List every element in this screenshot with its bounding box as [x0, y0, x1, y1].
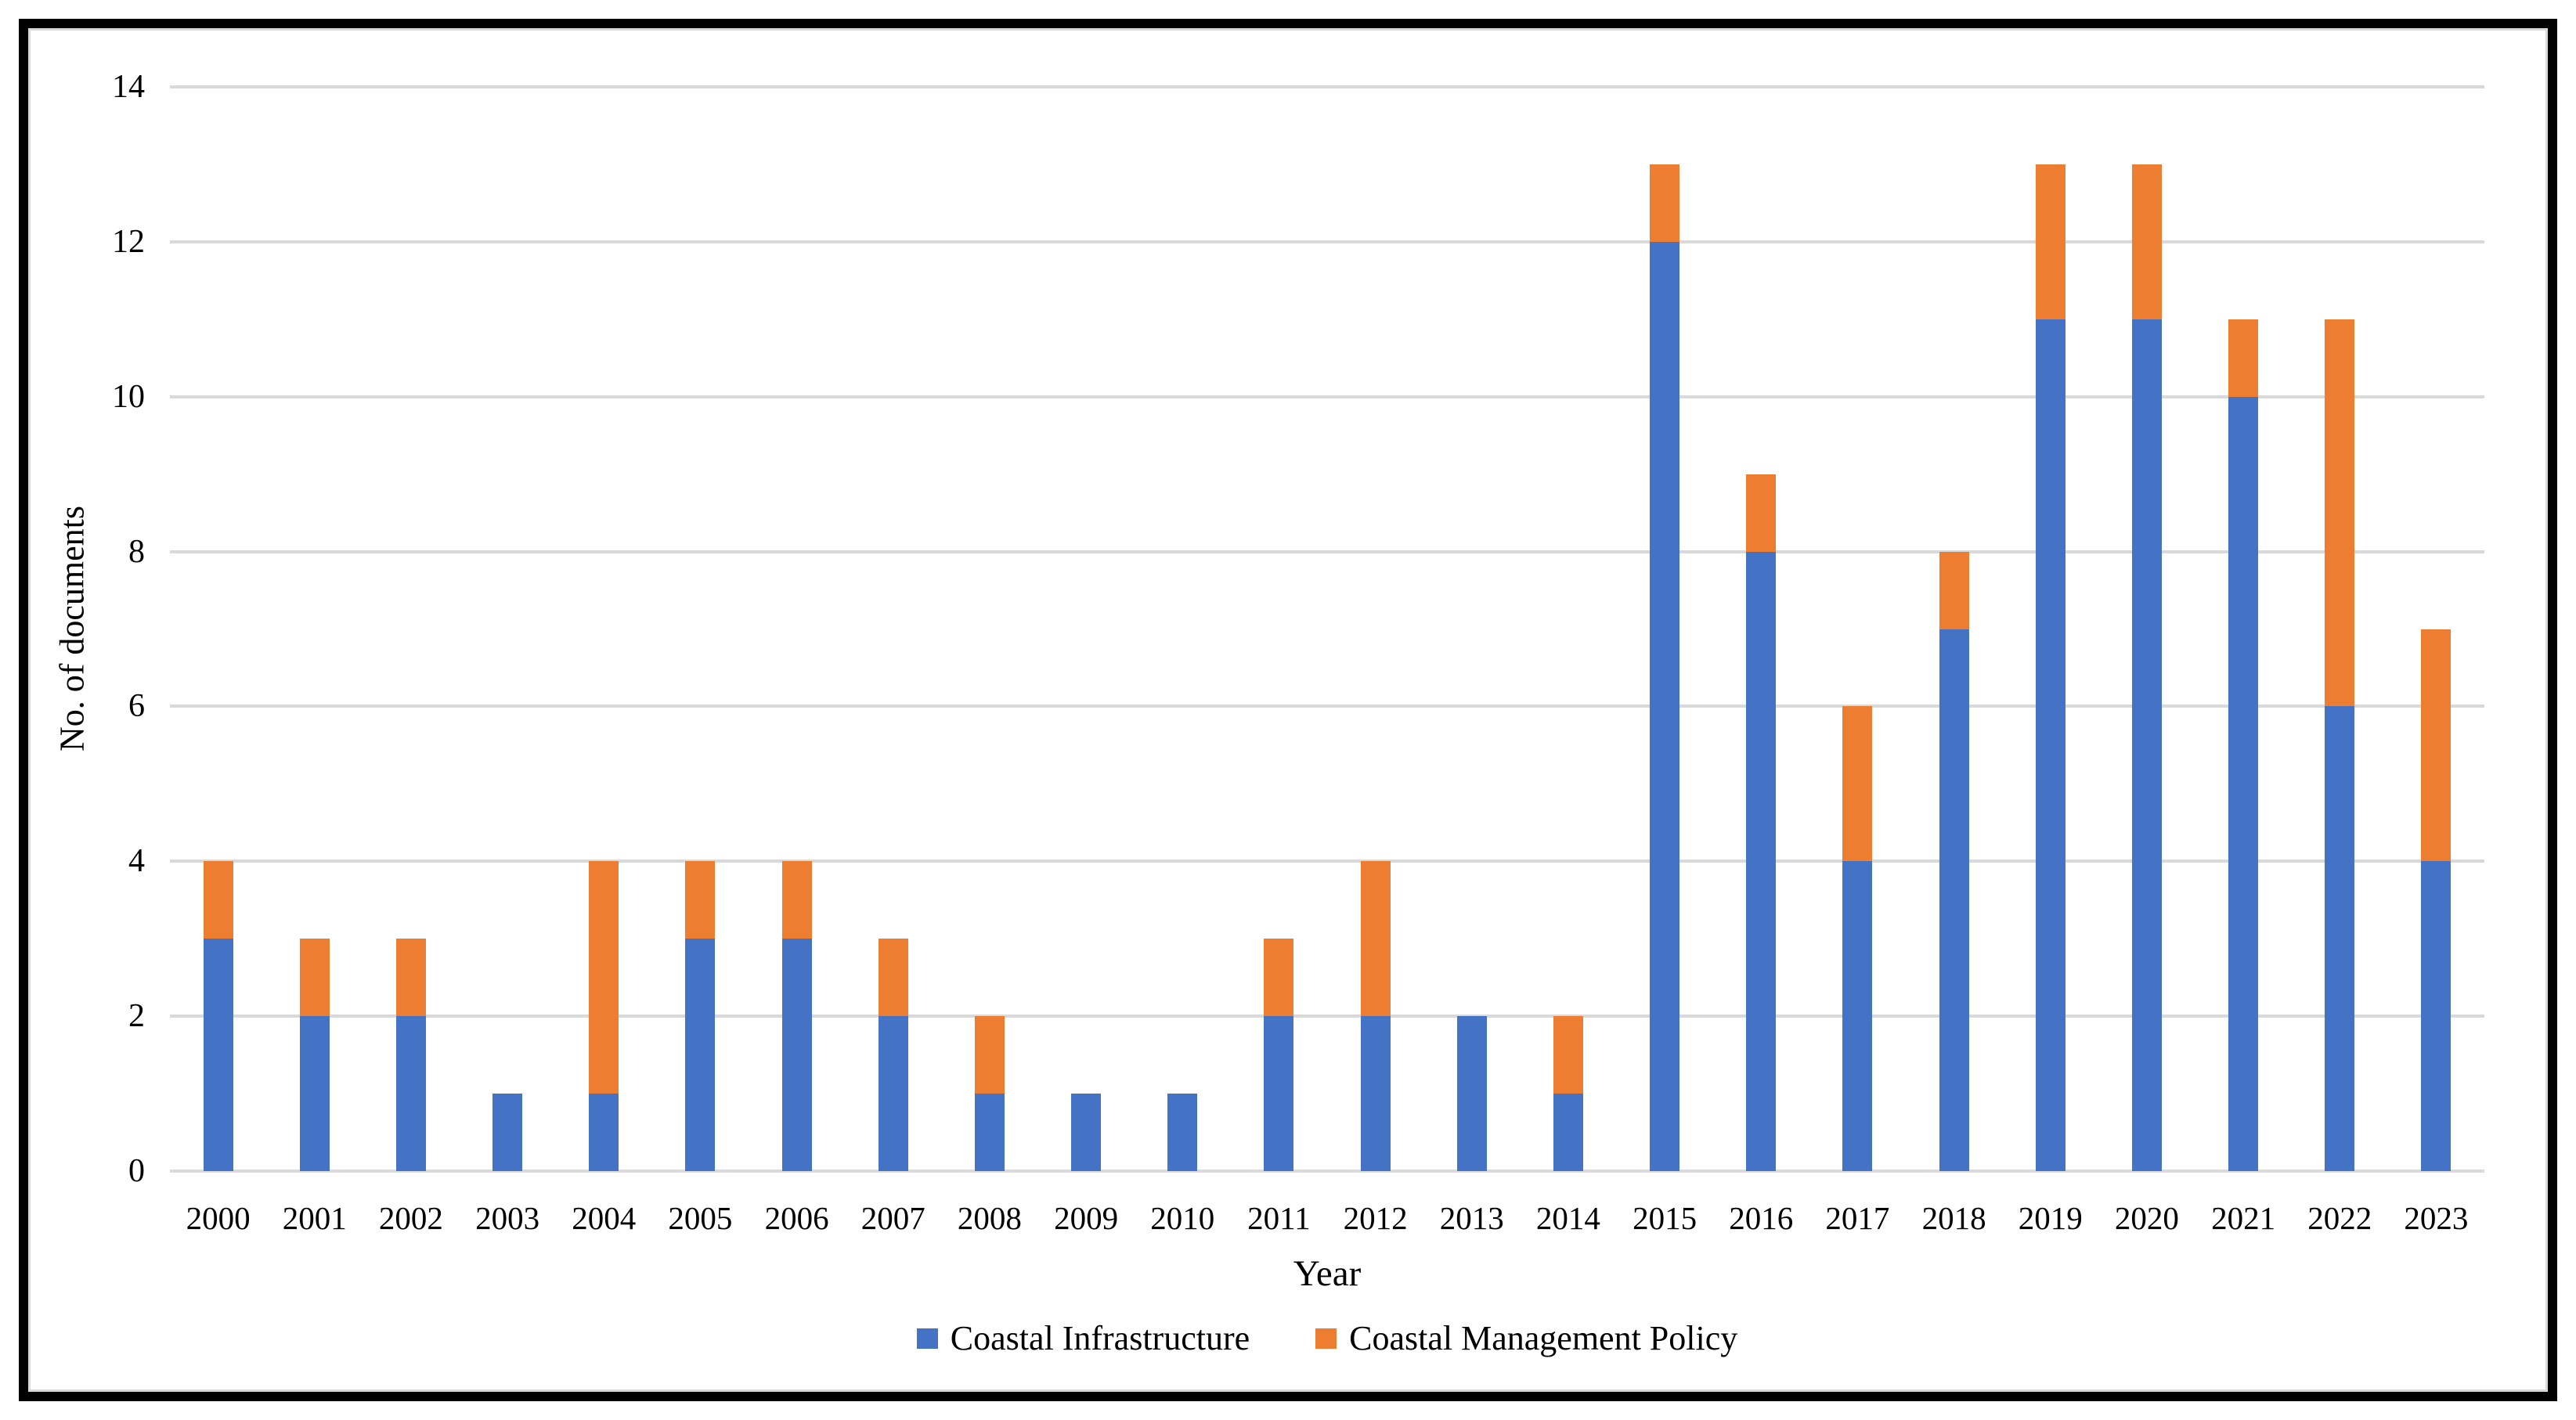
x-axis-tick-label: 2019	[2018, 1200, 2083, 1236]
gridline	[170, 395, 2484, 398]
x-axis-tick-label: 2022	[2307, 1200, 2372, 1236]
bar-segment	[1650, 241, 1680, 1171]
bar-segment	[781, 939, 812, 1171]
x-axis-tick-label: 2017	[1825, 1200, 1890, 1236]
bar-segment	[974, 1016, 1005, 1094]
x-axis-tick-label: 2002	[378, 1200, 443, 1236]
bar-segment	[781, 861, 812, 939]
legend-label: Coastal Infrastructure	[950, 1319, 1250, 1357]
y-axis-tick-label: 14	[112, 69, 145, 105]
legend-item: Coastal Infrastructure	[916, 1318, 1250, 1359]
legend-item: Coastal Management Policy	[1315, 1318, 1737, 1359]
bar-segment	[203, 861, 233, 939]
bar-segment	[2228, 396, 2259, 1171]
bar-segment	[1939, 629, 1969, 1171]
x-axis-title: Year	[1293, 1253, 1362, 1294]
bar-segment	[2325, 319, 2355, 707]
bar-segment	[1553, 1016, 1583, 1094]
x-axis-tick-label: 2010	[1150, 1200, 1215, 1236]
bar-segment	[395, 939, 426, 1017]
bar-segment	[1746, 551, 1777, 1171]
y-axis-tick-label: 12	[112, 223, 145, 260]
x-axis-tick-label: 2000	[186, 1200, 251, 1236]
y-axis-tick-label: 0	[128, 1153, 145, 1189]
gridline	[170, 1015, 2484, 1018]
bar-segment	[2035, 164, 2065, 319]
bar-segment	[299, 1016, 330, 1171]
bar-segment	[1456, 1016, 1487, 1171]
bar-segment	[299, 939, 330, 1017]
bar-segment	[1264, 939, 1294, 1017]
bar-segment	[2228, 319, 2259, 397]
legend-label: Coastal Management Policy	[1349, 1319, 1738, 1357]
bar-segment	[2325, 706, 2355, 1171]
gridline	[170, 705, 2484, 708]
x-axis-tick-label: 2004	[572, 1200, 637, 1236]
y-axis-tick-label: 4	[128, 843, 145, 880]
bar-segment	[395, 1016, 426, 1171]
bar-segment	[1746, 474, 1777, 552]
x-axis-tick-label: 2007	[860, 1200, 925, 1236]
bar-segment	[492, 1094, 523, 1171]
gridline	[170, 85, 2484, 88]
x-axis-tick-label: 2014	[1535, 1200, 1600, 1236]
gridline	[170, 860, 2484, 863]
bar-segment	[2421, 861, 2452, 1171]
bar-segment	[2035, 319, 2065, 1171]
bar-segment	[974, 1094, 1005, 1171]
x-axis-tick-label: 2009	[1054, 1200, 1119, 1236]
figure-border	[19, 19, 2557, 1401]
bar-segment	[589, 1094, 619, 1171]
bar-segment	[2131, 319, 2162, 1171]
x-axis-tick-label: 2015	[1633, 1200, 1697, 1236]
x-axis-tick-label: 2013	[1439, 1200, 1504, 1236]
bar-segment	[1650, 164, 1680, 242]
bar-segment	[878, 939, 908, 1017]
legend-swatch	[1315, 1328, 1337, 1349]
bar-segment	[1167, 1094, 1198, 1171]
y-axis-tick-label: 8	[128, 533, 145, 570]
bar-segment	[203, 939, 233, 1171]
bar-segment	[1553, 1094, 1583, 1171]
bar-segment	[589, 861, 619, 1094]
bar-segment	[2131, 164, 2162, 319]
bar-segment	[1360, 861, 1391, 1017]
x-axis-tick-label: 2008	[957, 1200, 1022, 1236]
x-axis-tick-label: 2021	[2211, 1200, 2276, 1236]
x-axis-tick-label: 2005	[668, 1200, 733, 1236]
x-axis-tick-label: 2001	[282, 1200, 347, 1236]
x-axis-tick-label: 2018	[1921, 1200, 1986, 1236]
bar-segment	[1842, 706, 1873, 862]
x-axis-tick-label: 2023	[2404, 1200, 2469, 1236]
bar-segment	[1939, 551, 1969, 629]
x-axis-tick-label: 2003	[475, 1200, 540, 1236]
bar-segment	[1360, 1016, 1391, 1171]
x-axis-tick-label: 2006	[764, 1200, 829, 1236]
gridline	[170, 1170, 2484, 1173]
bar-segment	[1071, 1094, 1102, 1171]
bar-segment	[878, 1016, 908, 1171]
bar-segment	[2421, 629, 2452, 862]
bar-segment	[685, 939, 716, 1171]
bar-segment	[1264, 1016, 1294, 1171]
y-axis-tick-label: 10	[112, 378, 145, 415]
x-axis-tick-label: 2012	[1343, 1200, 1408, 1236]
chart-frame	[28, 28, 2548, 1392]
x-axis-tick-label: 2016	[1729, 1200, 1794, 1236]
plot-area	[170, 85, 2484, 1173]
bar-segment	[685, 861, 716, 939]
gridline	[170, 550, 2484, 553]
x-axis-tick-label: 2020	[2114, 1200, 2179, 1236]
legend: Coastal Infrastructure Coastal Management…	[170, 1318, 2484, 1359]
gridline	[170, 240, 2484, 243]
legend-swatch	[916, 1328, 938, 1349]
x-axis-tick-label: 2011	[1247, 1200, 1311, 1236]
y-axis-tick-label: 6	[128, 688, 145, 725]
bar-segment	[1842, 861, 1873, 1171]
y-axis-tick-label: 2	[128, 998, 145, 1035]
